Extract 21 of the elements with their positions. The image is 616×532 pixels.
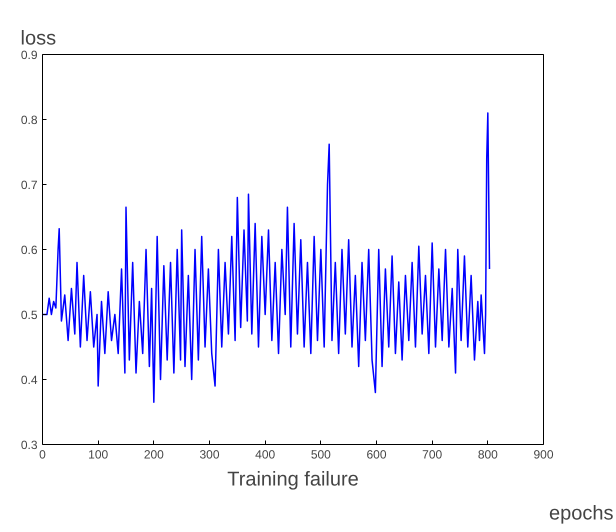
x-axis-title: epochs: [549, 502, 614, 524]
x-tick-label: 200: [144, 448, 164, 462]
y-axis-title: loss: [20, 28, 56, 50]
x-tick-label: 400: [255, 448, 276, 462]
y-tick-label: 0.9: [20, 48, 38, 62]
x-tick-label: 0: [39, 448, 46, 462]
x-tick-label: 100: [88, 448, 109, 462]
y-tick-label: 0.8: [20, 113, 38, 127]
x-tick-label: 700: [422, 448, 443, 462]
x-tick-label: 600: [366, 448, 387, 462]
y-tick-label: 0.4: [20, 373, 38, 387]
x-tick-label: 300: [199, 448, 220, 462]
x-tick-label: 800: [478, 448, 498, 462]
y-tick-label: 0.5: [20, 308, 38, 322]
x-tick-label: 500: [310, 448, 332, 462]
text: Training failure: [227, 468, 359, 490]
x-tick-label: 900: [533, 448, 554, 462]
y-tick-label: 0.7: [20, 178, 38, 192]
y-tick-label: 0.3: [20, 438, 38, 452]
y-tick-label: 0.6: [20, 243, 38, 257]
line-series: [42, 112, 490, 403]
